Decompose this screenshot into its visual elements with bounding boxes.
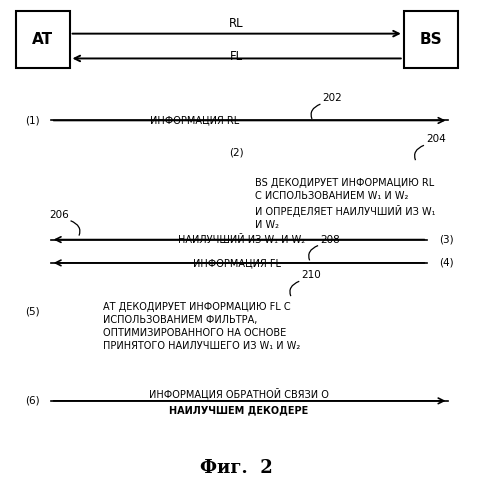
Text: ИНФОРМАЦИЯ ОБРАТНОЙ СВЯЗИ О: ИНФОРМАЦИЯ ОБРАТНОЙ СВЯЗИ О: [149, 388, 329, 399]
Text: 208: 208: [320, 235, 340, 245]
Text: ИНФОРМАЦИЯ FL: ИНФОРМАЦИЯ FL: [193, 258, 281, 268]
Text: 206: 206: [49, 210, 68, 220]
Text: (4): (4): [439, 258, 454, 268]
Text: АТ ДЕКОДИРУЕТ ИНФОРМАЦИЮ FL С
ИСПОЛЬЗОВАНИЕМ ФИЛЬТРА,
ОПТИМИЗИРОВАННОГО НА ОСНОВ: АТ ДЕКОДИРУЕТ ИНФОРМАЦИЮ FL С ИСПОЛЬЗОВА…: [103, 301, 300, 351]
Text: НАИЛУЧШИЙ ИЗ W₁ И W₂: НАИЛУЧШИЙ ИЗ W₁ И W₂: [178, 235, 305, 245]
Text: (2): (2): [229, 148, 244, 158]
Text: 202: 202: [322, 93, 342, 103]
Text: (5): (5): [25, 306, 40, 316]
Text: (1): (1): [25, 115, 40, 125]
Text: 204: 204: [426, 134, 445, 144]
Bar: [404, 11, 458, 68]
Text: 210: 210: [301, 270, 321, 280]
Text: ИНФОРМАЦИЯ RL: ИНФОРМАЦИЯ RL: [150, 115, 239, 125]
Text: FL: FL: [230, 50, 243, 63]
Text: AT: AT: [32, 32, 53, 47]
Text: BS: BS: [419, 32, 442, 47]
Text: BS ДЕКОДИРУЕТ ИНФОРМАЦИЮ RL
С ИСПОЛЬЗОВАНИЕМ W₁ И W₂
И ОПРЕДЕЛЯЕТ НАИЛУЧШИЙ ИЗ W: BS ДЕКОДИРУЕТ ИНФОРМАЦИЮ RL С ИСПОЛЬЗОВА…: [255, 178, 436, 230]
Text: RL: RL: [229, 16, 244, 29]
Text: НАИЛУЧШЕМ ДЕКОДЕРЕ: НАИЛУЧШЕМ ДЕКОДЕРЕ: [169, 406, 308, 416]
Text: (6): (6): [25, 396, 40, 406]
Text: (3): (3): [439, 235, 454, 245]
Bar: [15, 11, 69, 68]
Text: Фиг.  2: Фиг. 2: [201, 459, 273, 477]
